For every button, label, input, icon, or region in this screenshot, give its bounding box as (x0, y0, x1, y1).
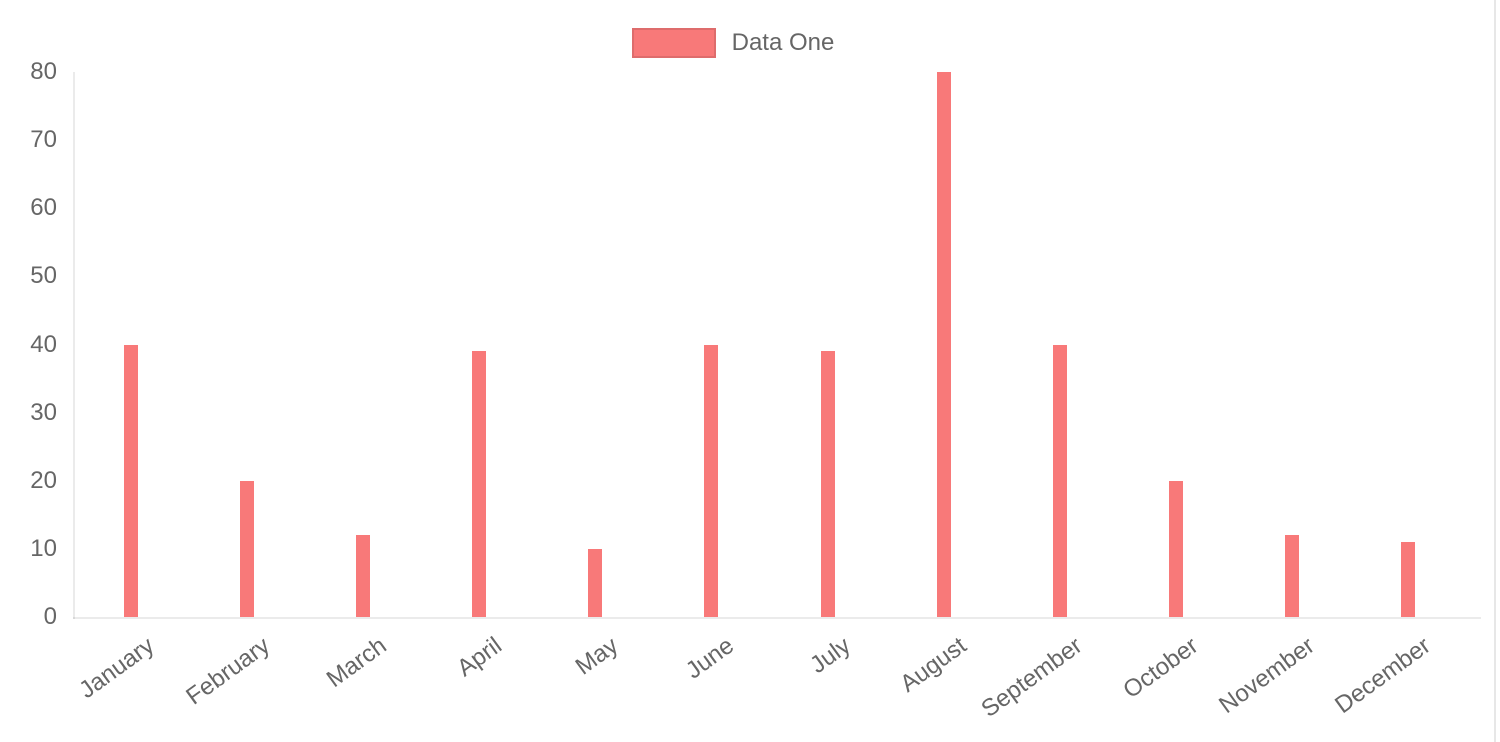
bar-august[interactable] (936, 72, 951, 617)
bar-june[interactable] (704, 344, 719, 617)
x-axis-line (73, 617, 1481, 619)
bar-july[interactable] (820, 351, 835, 617)
y-tick-label: 20 (30, 466, 57, 494)
legend-item-data-one[interactable]: Data One (0, 28, 1466, 58)
y-tick-label: 80 (30, 58, 57, 85)
x-label-may: May (570, 632, 624, 681)
x-label-february: February (181, 632, 275, 711)
y-tick-label: 0 (43, 603, 57, 630)
y-axis-line (73, 72, 75, 619)
y-tick-label: 70 (30, 126, 57, 154)
bar-april[interactable] (472, 351, 487, 617)
bar-march[interactable] (356, 535, 371, 617)
bar-november[interactable] (1284, 535, 1299, 617)
bar-december[interactable] (1400, 542, 1415, 617)
y-tick-label: 30 (30, 398, 57, 426)
x-label-april: April (452, 632, 508, 683)
bar-january[interactable] (124, 344, 139, 617)
legend-color-swatch (631, 28, 716, 58)
bar-september[interactable] (1052, 344, 1067, 617)
x-label-december: December (1330, 632, 1436, 719)
x-label-march: March (321, 632, 392, 694)
bar-may[interactable] (588, 548, 603, 617)
y-tick-label: 50 (30, 262, 57, 290)
y-tick-label: 40 (30, 330, 57, 358)
x-label-november: November (1214, 632, 1320, 719)
x-label-june: June (681, 632, 740, 685)
bar-february[interactable] (240, 480, 255, 617)
x-label-august: August (895, 632, 972, 698)
y-tick-label: 10 (30, 534, 57, 562)
window-right-edge-divider (1494, 0, 1496, 742)
y-tick-label: 60 (30, 194, 57, 222)
plot-area[interactable] (73, 72, 1466, 617)
bar-october[interactable] (1168, 480, 1183, 617)
x-label-september: September (976, 632, 1088, 723)
x-label-july: July (805, 632, 856, 679)
legend-label: Data One (731, 29, 835, 56)
x-label-january: January (73, 632, 159, 705)
x-label-october: October (1118, 632, 1204, 705)
